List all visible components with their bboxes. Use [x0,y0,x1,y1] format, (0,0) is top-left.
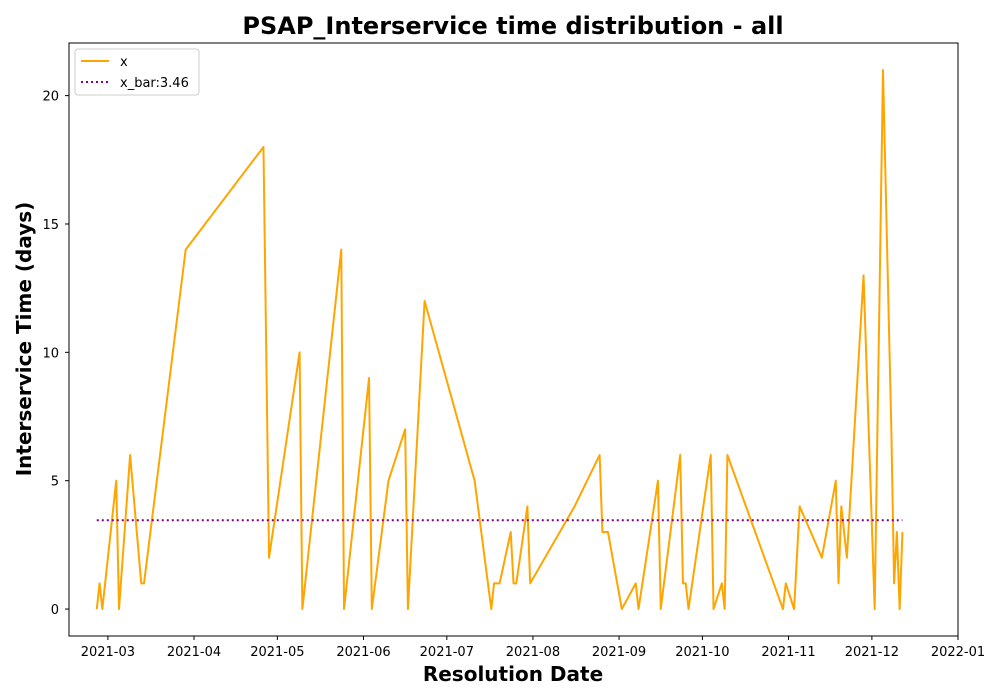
x-tick-label: 2021-06 [336,645,390,660]
y-tick-label: 10 [42,346,59,361]
series-layer [95,68,904,611]
y-axis-label: Interservice Time (days) [12,202,36,477]
x-axis-label: Resolution Date [423,662,603,686]
y-tick-label: 15 [42,218,59,233]
x-tick-label: 2021-04 [167,645,221,660]
y-tick-label: 0 [51,603,59,618]
x-tick-label: 2021-12 [845,645,899,660]
x-tick-label: 2022-01 [931,645,985,660]
x-axis-ticks: 2021-03 2021-04 2021-05 2021-06 2021-07 2021-… [81,636,985,660]
chart-title: PSAP_Interservice time distribution - al… [242,12,783,40]
x-tick-label: 2021-05 [250,645,304,660]
x-tick-label: 2021-10 [675,645,729,660]
y-axis-ticks: 0 5 10 15 20 [42,90,69,618]
x-tick-label: 2021-08 [506,645,560,660]
y-tick-label: 5 [51,475,59,490]
x-tick-label: 2021-09 [592,645,646,660]
plot-frame [68,42,959,637]
legend-label-x-bar: x_bar:3.46 [120,76,189,91]
legend-label-x: x [120,55,128,70]
series-line-x [95,68,904,611]
x-tick-label: 2021-11 [761,645,815,660]
legend: x x_bar:3.46 [74,48,200,96]
x-tick-label: 2021-07 [420,645,474,660]
y-tick-label: 20 [42,90,59,105]
x-tick-label: 2021-03 [81,645,135,660]
